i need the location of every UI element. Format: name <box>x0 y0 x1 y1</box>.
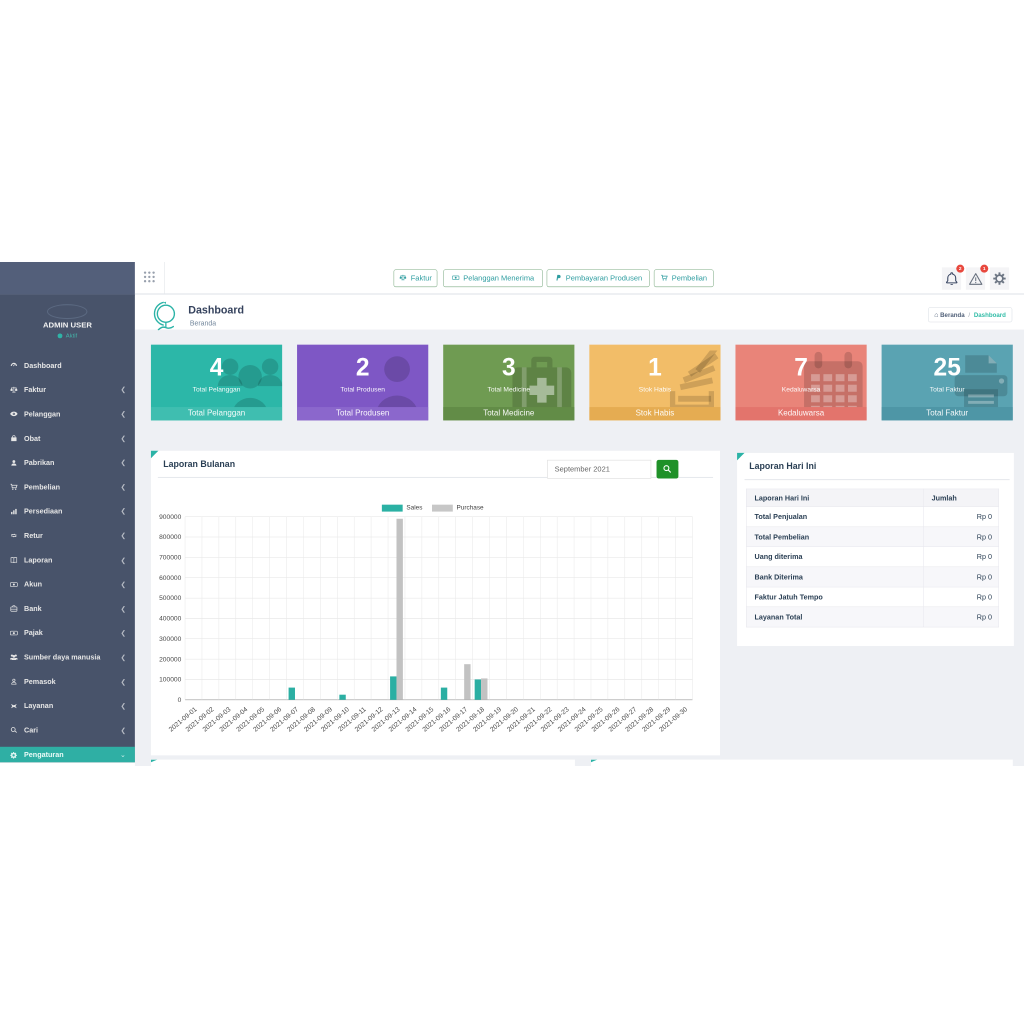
svg-text:600000: 600000 <box>159 575 182 582</box>
svg-text:400000: 400000 <box>159 616 182 623</box>
svg-text:100000: 100000 <box>159 677 182 684</box>
svg-text:900000: 900000 <box>159 514 182 521</box>
svg-text:300000: 300000 <box>159 636 182 643</box>
svg-text:0: 0 <box>178 697 182 704</box>
svg-text:700000: 700000 <box>159 555 182 562</box>
svg-text:800000: 800000 <box>159 534 182 541</box>
svg-text:500000: 500000 <box>159 595 182 602</box>
svg-text:200000: 200000 <box>159 656 182 663</box>
